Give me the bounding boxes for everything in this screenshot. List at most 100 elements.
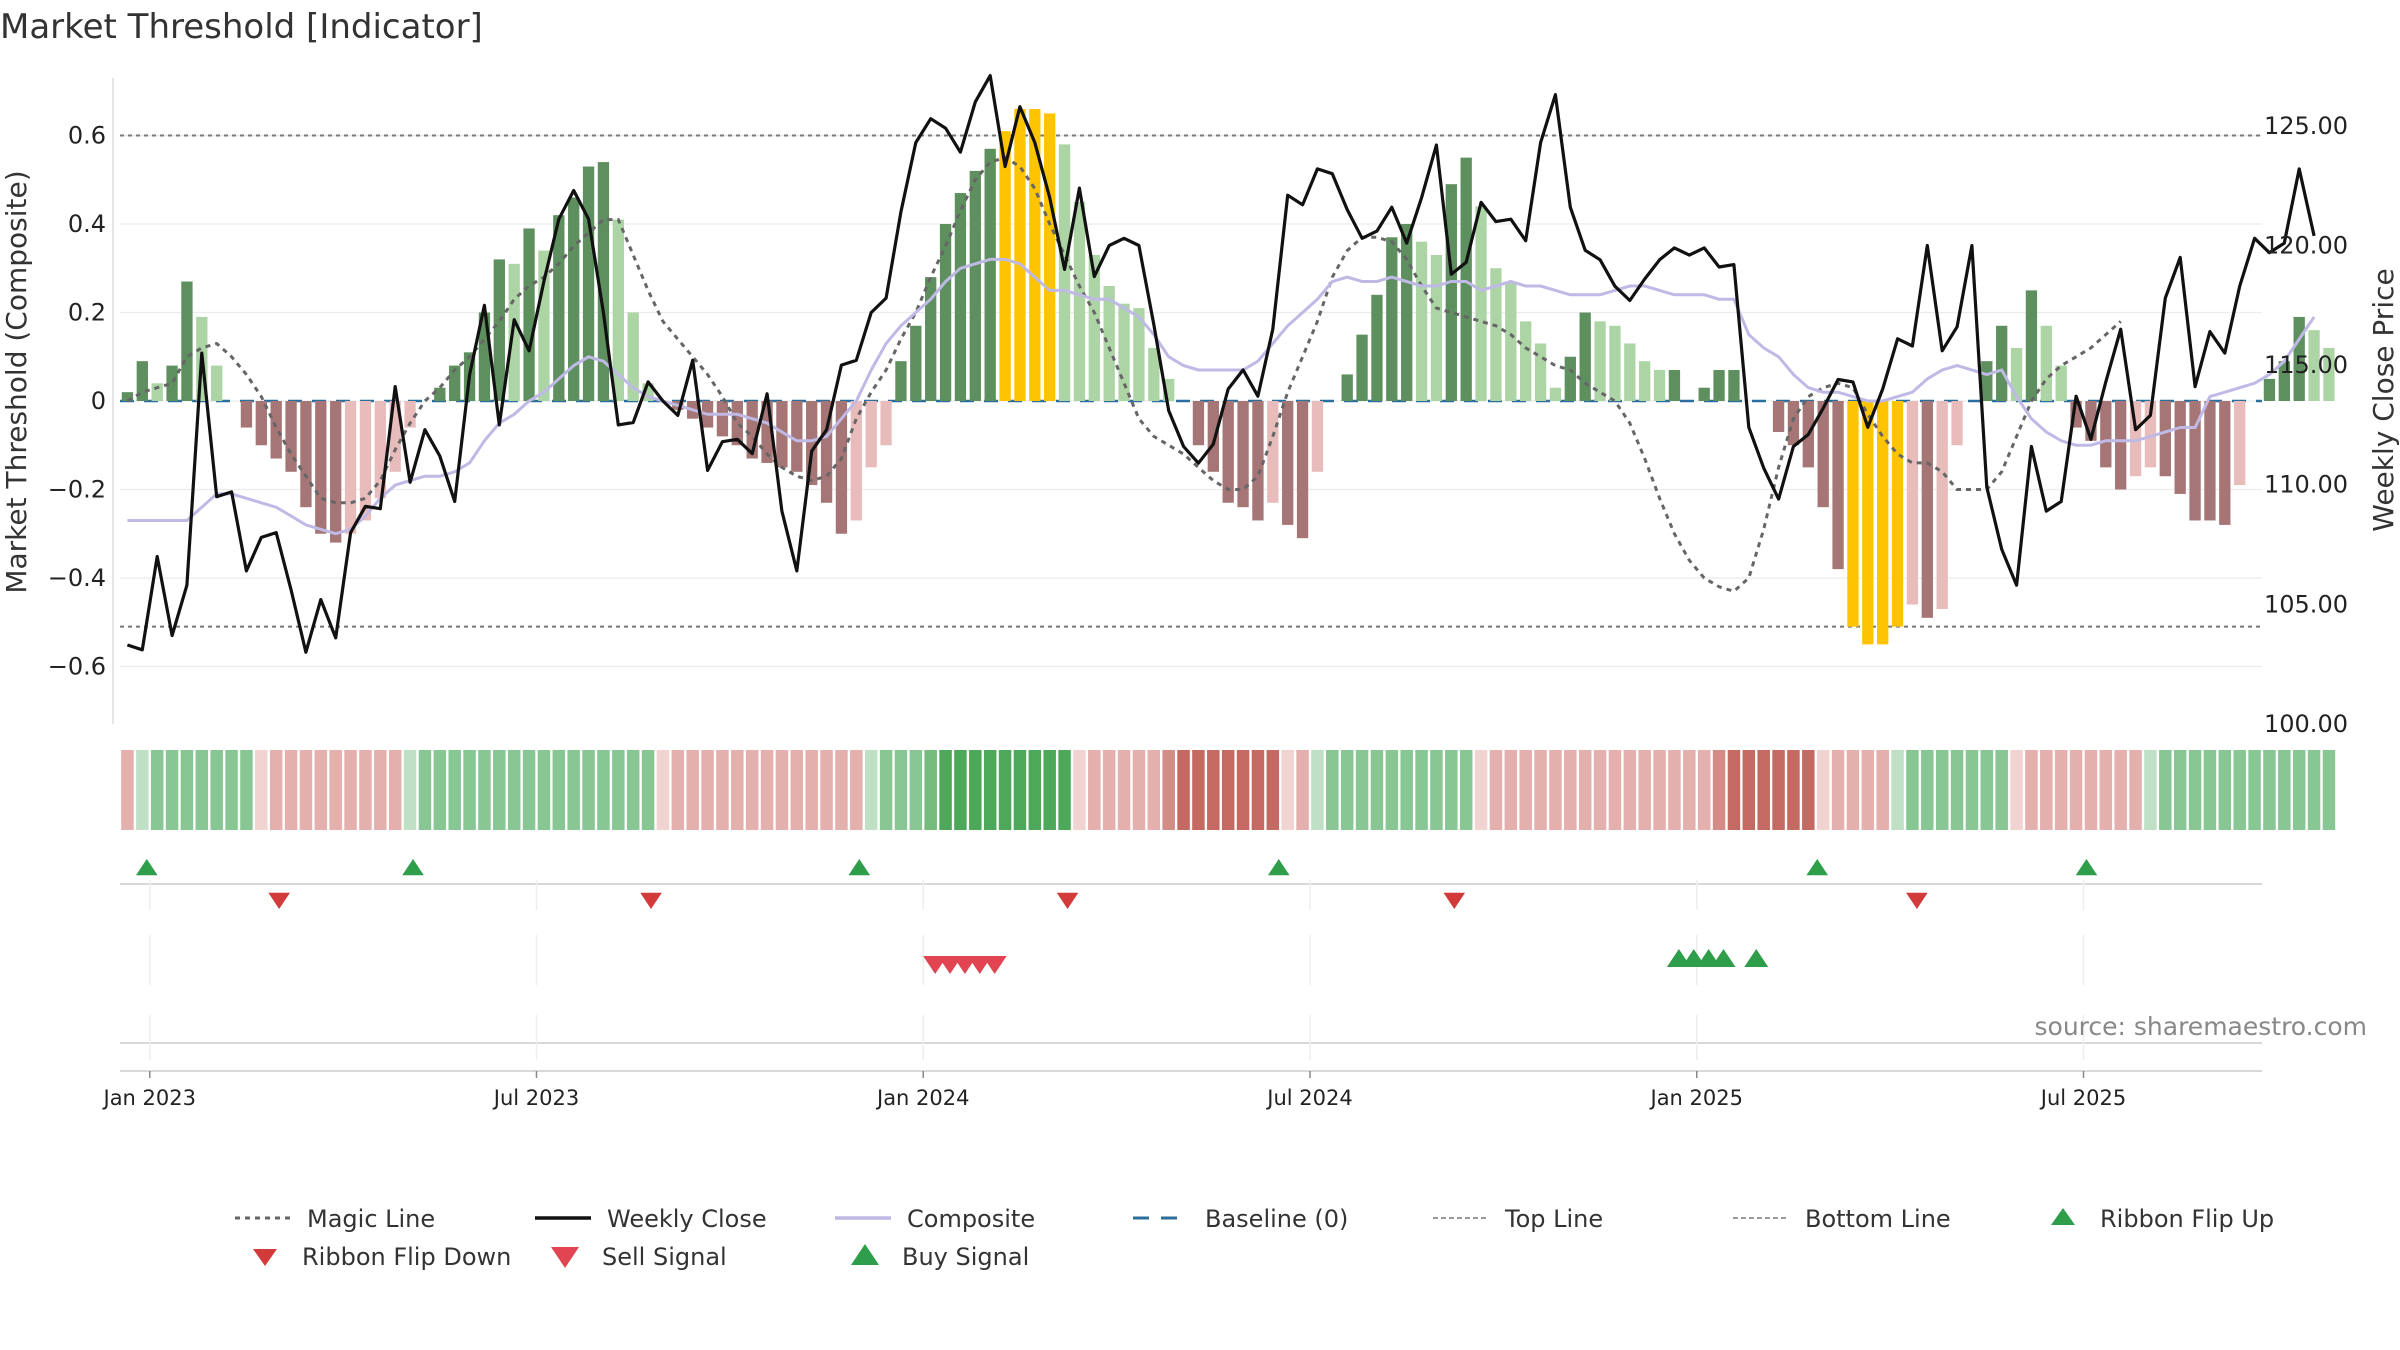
ribbon-cell: [656, 750, 670, 830]
ribbon-cell: [701, 750, 714, 830]
composite-bar: [389, 401, 401, 472]
ribbon-cell: [1236, 750, 1250, 830]
date-tick-label: Jan 2023: [102, 1086, 197, 1110]
ribbon-cell: [388, 750, 402, 830]
composite-bar: [2025, 290, 2038, 401]
ribbon-cell: [2233, 750, 2246, 830]
composite-bar: [2055, 365, 2067, 401]
ribbon-cell: [2292, 750, 2306, 830]
ribbon-flip-up-marker: [135, 859, 158, 876]
composite-bar: [925, 277, 937, 401]
ribbon-cell: [1935, 750, 1949, 830]
ribbon-cell: [1623, 750, 1637, 830]
ribbon-cell: [2040, 750, 2053, 830]
composite-bar: [344, 401, 357, 534]
composite-bar: [1906, 401, 1919, 605]
composite-bar: [2323, 347, 2335, 401]
composite-bar: [880, 401, 892, 446]
composite-bar: [1698, 387, 1710, 401]
ribbon-cell: [1162, 750, 1175, 830]
composite-bar: [285, 401, 297, 472]
ribbon-cell: [1980, 750, 1994, 830]
ribbon-cell: [835, 750, 848, 830]
composite-bar: [1282, 401, 1294, 525]
ribbon-cell: [1668, 750, 1681, 830]
ribbon-cell: [1445, 750, 1458, 830]
y2-tick-label: 115.00: [2264, 351, 2348, 379]
composite-bar: [1103, 285, 1115, 401]
ribbon-cell: [1192, 750, 1205, 830]
ribbon-cell: [255, 750, 268, 830]
composite-bar: [1609, 325, 1621, 401]
ribbon-cell: [1712, 750, 1726, 830]
ribbon-cell: [775, 750, 789, 830]
composite-bar: [761, 401, 773, 463]
composite-bar: [315, 401, 327, 534]
ribbon-flip-down-marker: [1906, 892, 1928, 909]
composite-bar: [568, 197, 580, 401]
composite-bar: [478, 312, 491, 401]
composite-bar: [1594, 321, 1606, 401]
ribbon-cell: [641, 750, 655, 830]
date-axis: Jan 2023 Jul 2023 Jan 2024 Jul 2024 Jan 2025…: [102, 1071, 2126, 1110]
ribbon-cell: [150, 750, 164, 830]
composite-bar: [2159, 401, 2171, 477]
composite-bar: [2219, 401, 2231, 525]
series-lines: [126, 73, 2316, 654]
composite-bar: [1847, 401, 1859, 627]
ribbon-cell: [180, 750, 194, 830]
ribbon-flip-up-marker: [848, 859, 871, 876]
y2-axis-ticks: 125.00 120.00 115.00 110.00 105.00 100.00: [2264, 112, 2348, 738]
composite-bar: [1505, 281, 1517, 401]
composite-bar: [1877, 401, 1889, 645]
ribbon-cell: [1787, 750, 1800, 830]
composite-bar: [374, 401, 386, 499]
ribbon-cell: [939, 750, 952, 830]
composite-bar: [2234, 401, 2246, 486]
composite-bar: [597, 162, 610, 401]
date-tick-label: Jan 2024: [875, 1086, 970, 1110]
ribbon-cell: [1950, 750, 1964, 830]
composite-bar: [1549, 387, 1562, 401]
ribbon-cell: [1519, 750, 1532, 830]
ribbon-cell: [2263, 750, 2276, 830]
composite-bar: [2308, 330, 2320, 401]
composite-bar: [2085, 401, 2097, 441]
legend-swatch-buy: [851, 1244, 879, 1265]
ribbon-cell: [1043, 750, 1056, 830]
ribbon-cell: [1906, 750, 1919, 830]
composite-bar: [1252, 401, 1264, 521]
composite-bar: [910, 325, 922, 401]
legend-entry: Buy Signal: [902, 1243, 1029, 1271]
ribbon-flip-up-marker: [1806, 859, 1829, 876]
ribbon-cell: [1891, 750, 1904, 830]
ribbon-cell: [790, 750, 804, 830]
composite-bar: [2100, 401, 2112, 468]
composite-bar: [969, 170, 981, 401]
y2-axis-label: Weekly Close Price: [2367, 268, 2400, 531]
ribbon-cell: [448, 750, 461, 830]
ribbon-cell: [136, 750, 149, 830]
ribbon-cell: [567, 750, 580, 830]
ribbon-cell: [2218, 750, 2232, 830]
source-note: source: sharemaestro.com: [2035, 1012, 2368, 1041]
composite-bar: [1981, 361, 1993, 401]
ribbon-cell: [507, 750, 521, 830]
ribbon-cell: [537, 750, 551, 830]
ribbon-cell: [210, 750, 223, 830]
ribbon-cell: [1370, 750, 1384, 830]
composite-bar: [1192, 401, 1205, 446]
composite-bar: [776, 401, 788, 468]
ribbon-cell: [1816, 750, 1830, 830]
sell-signal-marker: [982, 956, 1007, 974]
composite-bar: [270, 401, 282, 459]
y-tick-label: 0.6: [68, 122, 106, 150]
composite-bar: [731, 401, 743, 446]
ribbon-cell: [1326, 750, 1339, 830]
ribbon-cell: [2144, 750, 2157, 830]
ribbon-cell: [1489, 750, 1503, 830]
ribbon-cell: [1995, 750, 2008, 830]
composite-bar: [449, 365, 461, 401]
composite-bar: [434, 387, 446, 401]
composite-bar: [806, 401, 818, 486]
